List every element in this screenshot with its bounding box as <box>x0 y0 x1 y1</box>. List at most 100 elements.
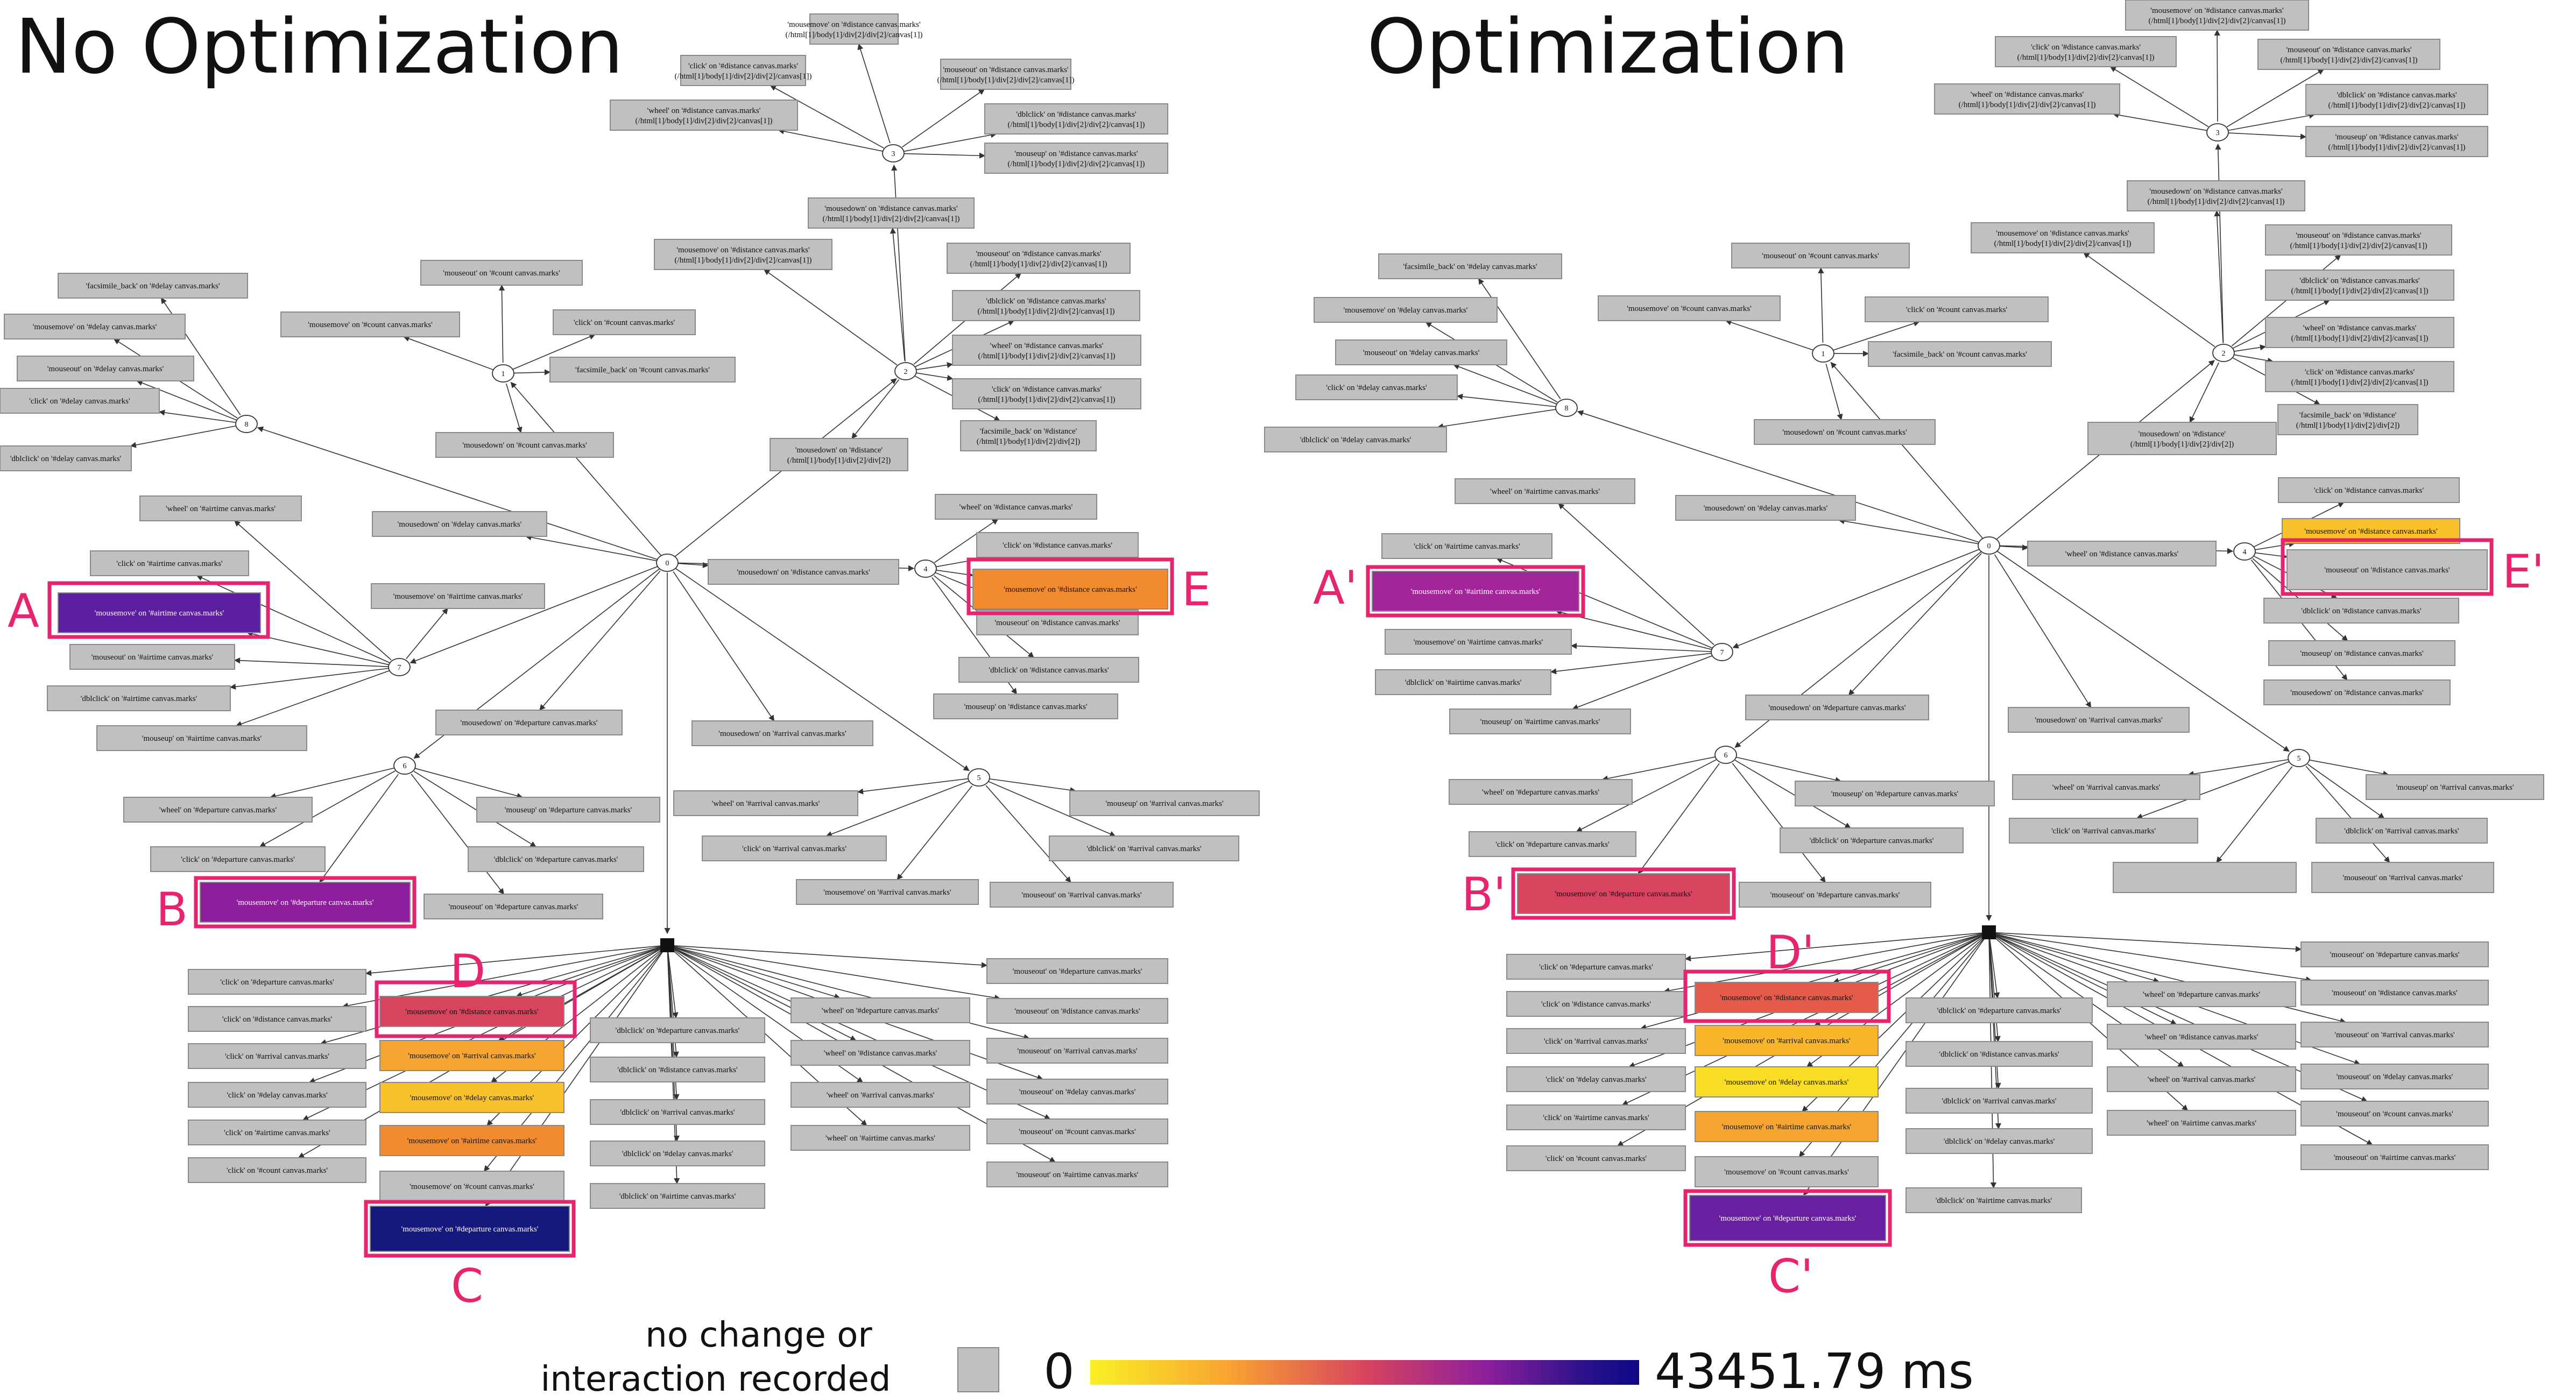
event-label: 'wheel' on '#departure canvas.marks' <box>2143 990 2261 999</box>
event-box <box>702 835 887 861</box>
state-node <box>388 658 411 676</box>
edge <box>1832 933 1984 984</box>
edge <box>778 128 883 152</box>
callout-frame <box>1366 565 1585 618</box>
edge <box>498 284 505 363</box>
edge <box>672 946 841 1000</box>
event-box <box>188 969 366 995</box>
edge <box>229 668 389 690</box>
event-label: 'mouseout' on '#airtime canvas.marks' <box>1017 1171 1139 1179</box>
event-box <box>1469 831 1636 857</box>
event-box <box>984 103 1168 134</box>
event-label: 'mousemove' on '#delay canvas.marks' <box>1344 306 1468 315</box>
edge <box>764 269 898 365</box>
edge <box>485 949 665 1207</box>
event-box <box>476 797 660 823</box>
edge <box>525 534 657 562</box>
event-label: 'mouseout' on '#airtime canvas.marks' <box>2334 1153 2456 1162</box>
edge <box>1555 609 1712 650</box>
event-label: 'wheel' on '#airtime canvas.marks' <box>2147 1119 2256 1128</box>
event-label: 'mousemove' on '#delay canvas.marks' <box>410 1094 534 1102</box>
event-box <box>972 569 1168 610</box>
edge <box>2305 766 2390 863</box>
callout-letter: E <box>1182 563 1211 617</box>
state-node-label: 1 <box>1822 350 1825 358</box>
event-box <box>1049 835 1239 861</box>
event-label: 'mousemove' on '#airtime canvas.marks' <box>393 592 523 601</box>
event-box <box>1695 1066 1879 1097</box>
edge <box>916 362 954 370</box>
event-label: 'mousedown' on '#distance canvas.marks'(… <box>823 204 960 223</box>
event-box <box>2278 477 2460 503</box>
edge <box>1838 518 1979 544</box>
edge <box>158 409 236 423</box>
edge <box>672 945 1001 1001</box>
event-label: 'mouseout' on '#delay canvas.marks' <box>2337 1073 2453 1081</box>
event-label: 'facsimile_back' on '#delay canvas.marks… <box>1403 263 1537 271</box>
edge <box>1994 933 2346 1024</box>
event-label: 'dblclick' on '#airtime canvas.marks' <box>1405 678 1522 687</box>
edge <box>1732 763 1826 883</box>
event-box <box>590 1183 765 1209</box>
event-label: 'mousemove' on '#distance canvas.marks' <box>1004 585 1137 594</box>
edge <box>1558 503 1714 646</box>
event-box <box>791 997 970 1023</box>
edge <box>246 631 389 665</box>
event-box <box>2008 707 2190 733</box>
edge <box>1993 934 2177 1025</box>
event-label: 'mousemove' on '#departure canvas.marks' <box>237 898 374 907</box>
edge <box>1684 932 1984 962</box>
event-label: 'click' on '#distance canvas.marks' <box>222 1015 332 1024</box>
event-box <box>139 495 302 521</box>
event-label: 'click' on '#departure canvas.marks' <box>220 978 334 987</box>
edge <box>2214 210 2224 343</box>
event-box <box>1295 374 1458 400</box>
left-title: No Optimization <box>15 3 623 91</box>
edge <box>673 571 775 721</box>
event-label: 'wheel' on '#distance canvas.marks' <box>2145 1033 2259 1042</box>
event-box <box>1905 1187 2082 1213</box>
edge <box>1994 933 2160 983</box>
edge <box>1601 756 1716 782</box>
event-label: 'mousemove' on '#distance canvas.marks'(… <box>675 246 812 265</box>
edge <box>413 770 537 847</box>
event-box <box>1731 243 1910 268</box>
event-label: 'mouseout' on '#distance canvas.marks' <box>2332 989 2458 997</box>
event-box <box>2027 541 2217 567</box>
event-label: 'wheel' on '#distance canvas.marks' <box>824 1049 937 1058</box>
event-label: 'mousemove' on '#distance canvas.marks'(… <box>2149 6 2286 25</box>
event-box <box>2300 1064 2489 1089</box>
event-label: 'dblclick' on '#distance canvas.marks' (/… <box>2291 277 2429 295</box>
edge <box>2234 344 2267 352</box>
edge <box>770 85 884 149</box>
edge <box>234 520 392 661</box>
event-label: 'wheel' on '#airtime canvas.marks' <box>166 505 276 513</box>
state-node-label: 7 <box>398 664 401 672</box>
edge <box>196 575 390 663</box>
event-label: 'click' on '#distance canvas.marks' <box>1541 1000 1651 1009</box>
event-box <box>2265 361 2454 392</box>
edge <box>916 372 954 381</box>
hub-node <box>660 938 674 952</box>
event-box <box>2300 1101 2489 1127</box>
event-box <box>2107 1110 2296 1136</box>
event-label: 'click' on '#arrival canvas.marks' <box>2051 827 2156 835</box>
event-box <box>1385 629 1572 655</box>
event-label: 'mousedown' on '#distance' (/html[1]/body… <box>787 446 891 465</box>
event-box <box>420 260 583 286</box>
edge <box>1570 643 1712 652</box>
event-box <box>0 445 132 471</box>
edge <box>1736 756 1841 783</box>
event-box <box>1506 991 1686 1017</box>
state-node-label: 5 <box>2297 755 2301 763</box>
event-box <box>1795 781 1995 806</box>
edge <box>235 670 390 727</box>
event-label: 'click' on '#delay canvas.marks' <box>29 397 130 406</box>
event-box <box>2009 818 2198 844</box>
event-label: 'mousemove' on '#delay canvas.marks' <box>1725 1078 1849 1087</box>
event-box <box>424 894 603 919</box>
event-label: 'click' on '#distance canvas.marks' <box>2314 486 2424 495</box>
event-box <box>1739 882 1931 908</box>
event-label: 'dblclick' on '#airtime canvas.marks' <box>81 695 197 703</box>
event-label: 'mousemove' on '#distance canvas.marks' <box>2304 527 2438 536</box>
